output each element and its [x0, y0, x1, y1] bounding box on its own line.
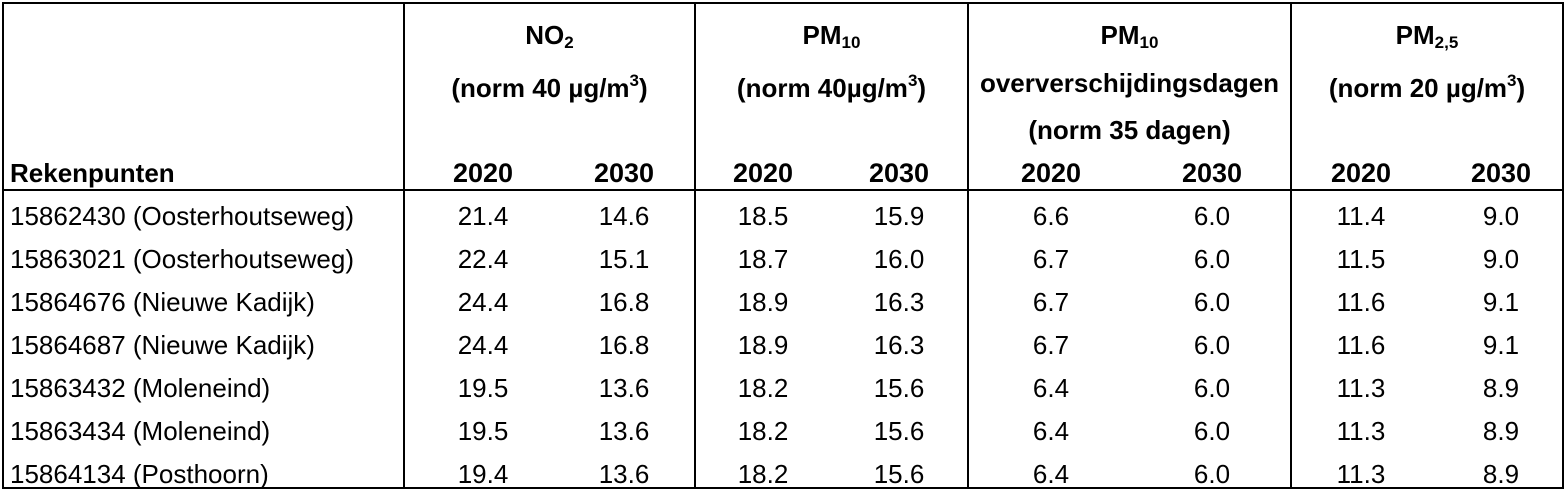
row-label: 15863432 (Moleneind) [10, 373, 271, 403]
table-cell: 16.8 [598, 330, 650, 360]
table-cell: 14.6 [598, 201, 650, 231]
table-cell: 15.6 [873, 459, 925, 489]
table-cell: 15.1 [598, 244, 650, 274]
table-cell: 19.5 [457, 416, 509, 446]
table-cell: 24.4 [457, 287, 509, 317]
table-cell: 6.6 [1032, 201, 1070, 231]
table-cell: 15.6 [873, 416, 925, 446]
table-cell: 13.6 [598, 459, 650, 489]
table-cell: 6.4 [1032, 373, 1070, 403]
table-cell: 11.3 [1336, 416, 1386, 446]
row-label: 15864134 (Posthoorn) [10, 459, 269, 489]
table-cell: 13.6 [598, 416, 650, 446]
table-cell: 8.9 [1482, 373, 1520, 403]
group-norm-pm10: (norm 40µg/m3) [736, 71, 927, 103]
table-cell: 16.8 [598, 287, 650, 317]
table-cell: 9.0 [1482, 244, 1520, 274]
table-cell: 18.2 [737, 373, 789, 403]
group-norm-no2: (norm 40 µg/m3) [451, 71, 648, 103]
row-label: 15864687 (Nieuwe Kadijk) [10, 330, 315, 360]
table-cell: 11.3 [1336, 459, 1386, 489]
table-cell: 11.5 [1336, 244, 1386, 274]
table-cell: 6.7 [1032, 287, 1070, 317]
table-cell: 18.7 [737, 244, 789, 274]
column-divider [694, 4, 696, 487]
year-header: 2020 [452, 158, 514, 188]
table-cell: 19.5 [457, 373, 509, 403]
row-label: 15863434 (Moleneind) [10, 416, 271, 446]
table-cell: 6.0 [1193, 244, 1231, 274]
table-cell: 6.0 [1193, 330, 1231, 360]
table-cell: 11.6 [1336, 330, 1386, 360]
group-norm-pm10-days: (norm 35 dagen) [1028, 115, 1231, 145]
table-cell: 15.9 [873, 201, 925, 231]
table-cell: 6.0 [1193, 201, 1231, 231]
table-cell: 16.3 [873, 287, 925, 317]
table-cell: 9.1 [1482, 330, 1520, 360]
row-label-header: Rekenpunten [10, 158, 175, 188]
year-header: 2020 [1020, 158, 1082, 188]
table-cell: 9.1 [1482, 287, 1520, 317]
table-cell: 18.2 [737, 459, 789, 489]
table-cell: 9.0 [1482, 201, 1520, 231]
table-cell: 22.4 [457, 244, 509, 274]
table-cell: 6.4 [1032, 416, 1070, 446]
group-header-no2: NO2 [525, 20, 574, 52]
table-cell: 6.7 [1032, 244, 1070, 274]
group-header-pm10: PM10 [802, 20, 861, 52]
table-cell: 11.3 [1336, 373, 1386, 403]
year-header: 2030 [868, 158, 930, 188]
table-cell: 6.7 [1032, 330, 1070, 360]
year-header: 2020 [1330, 158, 1392, 188]
row-label: 15864676 (Nieuwe Kadijk) [10, 287, 315, 317]
table-cell: 18.2 [737, 416, 789, 446]
group-subtitle-pm10-days: oververschijdingsdagen [979, 68, 1280, 98]
table-cell: 6.0 [1193, 416, 1231, 446]
year-header: 2030 [593, 158, 655, 188]
table-cell: 6.4 [1032, 459, 1070, 489]
table-cell: 18.5 [737, 201, 789, 231]
table-cell: 11.4 [1336, 201, 1386, 231]
year-header: 2030 [1181, 158, 1243, 188]
table-cell: 15.6 [873, 373, 925, 403]
table-cell: 16.3 [873, 330, 925, 360]
table-cell: 6.0 [1193, 287, 1231, 317]
table-cell: 19.4 [457, 459, 509, 489]
column-divider [1290, 4, 1292, 487]
table-cell: 8.9 [1482, 459, 1520, 489]
header-divider [4, 189, 1562, 191]
year-header: 2020 [732, 158, 794, 188]
row-label: 15862430 (Oosterhoutseweg) [10, 201, 355, 231]
table-cell: 13.6 [598, 373, 650, 403]
table-cell: 24.4 [457, 330, 509, 360]
table-cell: 18.9 [737, 287, 789, 317]
table-cell: 18.9 [737, 330, 789, 360]
table-cell: 11.6 [1336, 287, 1386, 317]
group-norm-pm25: (norm 20 µg/m3) [1328, 71, 1526, 103]
table-cell: 6.0 [1193, 459, 1231, 489]
table-cell: 21.4 [457, 201, 509, 231]
year-header: 2030 [1470, 158, 1532, 188]
group-header-pm25: PM2,5 [1395, 20, 1459, 52]
column-divider [403, 4, 405, 487]
table-cell: 6.0 [1193, 373, 1231, 403]
table-cell: 8.9 [1482, 416, 1520, 446]
column-divider [967, 4, 969, 487]
row-label: 15863021 (Oosterhoutseweg) [10, 244, 355, 274]
table-cell: 16.0 [873, 244, 925, 274]
group-header-pm10-days: PM10 [1100, 20, 1159, 52]
